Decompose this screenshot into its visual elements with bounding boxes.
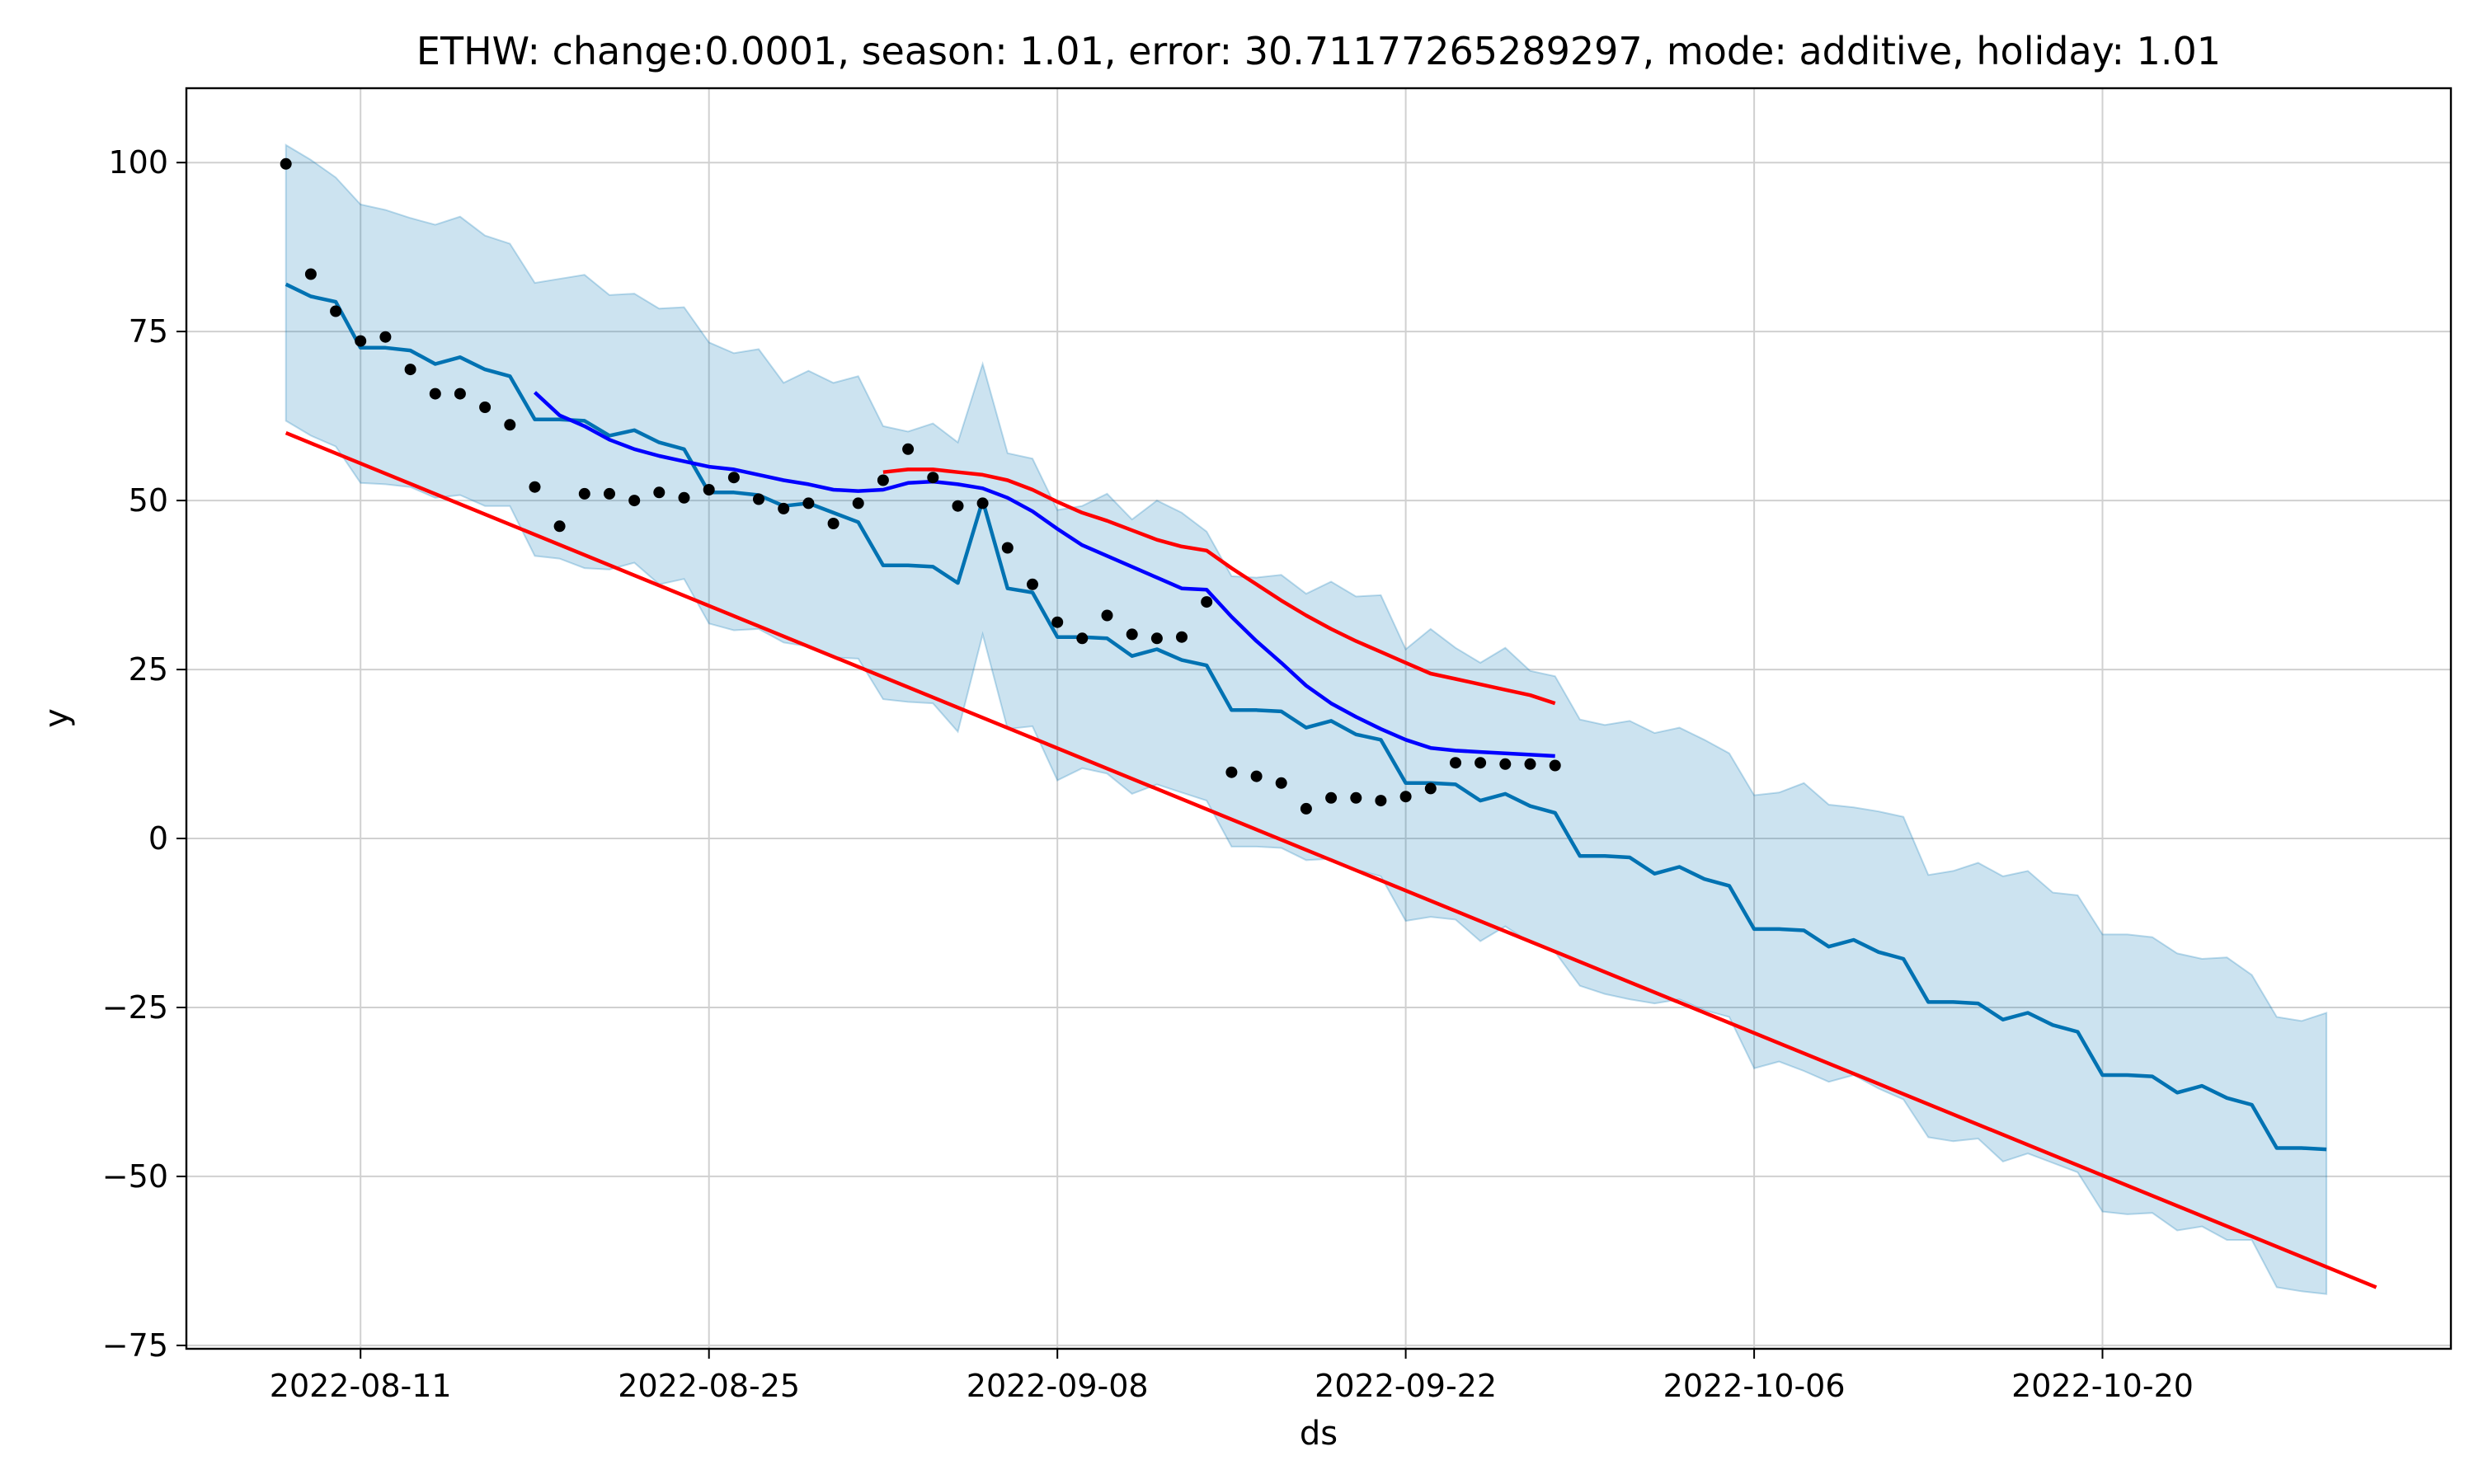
observed-point [1225,766,1238,778]
observed-point [753,493,764,505]
observed-point [1126,628,1138,641]
observed-point [553,520,566,533]
y-tick-label: 0 [148,820,168,857]
observed-point [454,387,466,400]
observed-point [379,331,392,343]
y-axis-label: y [38,708,76,728]
observed-point [902,443,915,455]
observed-point [1350,791,1362,804]
y-tick-label: −50 [102,1158,168,1195]
observed-point [727,472,740,484]
observed-point [1101,609,1113,622]
observed-point [355,335,367,347]
observed-point [1201,596,1213,608]
observed-point [1076,632,1089,645]
x-axis-label: ds [1300,1415,1338,1453]
observed-point [1250,770,1263,782]
observed-point [304,268,317,280]
plot-frame [185,87,2453,1350]
observed-point [1275,777,1287,789]
y-axis-ticks: −75 −50 −25 0 25 50 75 100 [102,144,186,1364]
y-tick-label: 100 [108,144,168,181]
moving-average-line [533,391,1555,758]
observed-point [703,484,715,495]
uncertainty-band [285,143,2328,1295]
observed-point [479,402,492,413]
observed-point [653,486,666,499]
observed-point [1399,791,1412,803]
observed-point [1051,616,1064,628]
upper-curve-line [882,467,1556,706]
observed-point [877,474,889,486]
x-tick-label: 2022-10-20 [2011,1368,2194,1404]
observed-point [1549,759,1561,772]
observed-point [1176,631,1188,643]
observed-point [628,495,641,507]
y-tick-label: 50 [129,482,168,519]
observed-point [802,497,815,510]
observed-point [280,157,292,170]
observed-point [1150,632,1163,645]
chart-title: ETHW: change:0.0001, season: 1.01, error… [416,29,2221,73]
observed-point [604,487,615,500]
forecast-line [285,282,2327,1152]
observed-point [1001,542,1014,554]
observed-point [429,387,441,400]
observed-point [827,518,840,529]
forecast-interval-band [285,143,2328,1295]
observed-point [504,419,516,431]
trend-line [285,431,2378,1289]
observed-point [1375,795,1387,807]
y-tick-label: 25 [129,651,168,688]
observed-point [1027,578,1038,590]
observed-point [1325,791,1338,804]
observed-point [330,305,342,317]
x-tick-label: 2022-09-08 [967,1368,1149,1404]
x-tick-label: 2022-08-25 [618,1368,800,1404]
x-axis-ticks: 2022-08-11 2022-08-25 2022-09-08 2022-09-22… [270,1349,2194,1404]
observed-point [952,500,964,512]
observed-point [578,487,590,500]
x-tick-label: 2022-09-22 [1315,1368,1497,1404]
observed-point [529,481,541,493]
observed-point [1450,757,1461,769]
y-tick-label: −75 [102,1327,168,1364]
series-lines [285,282,2378,1289]
grid [186,88,2451,1349]
observed-point [1499,758,1512,770]
observed-point [778,502,790,514]
observed-point [1524,758,1536,770]
observed-point [852,497,864,510]
observed-point [1424,782,1437,795]
x-tick-label: 2022-10-06 [1663,1368,1846,1404]
observed-point [976,497,989,510]
plot-area [185,87,2453,1350]
observed-point [1475,757,1487,769]
observed-point [678,491,690,504]
observed-point [404,364,416,376]
observed-point [927,472,939,484]
observed-point [1300,802,1312,815]
y-tick-label: −25 [102,989,168,1026]
y-tick-label: 75 [129,313,168,350]
observed-points [280,157,1561,815]
x-tick-label: 2022-08-11 [270,1368,452,1404]
